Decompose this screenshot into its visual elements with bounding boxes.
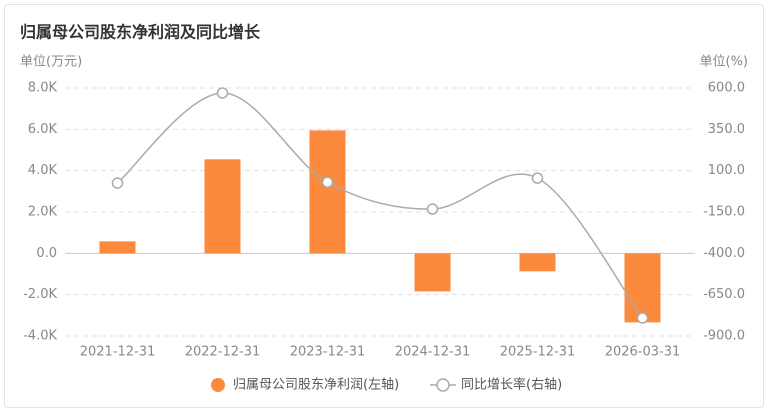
y2-tick-label: -900.0: [703, 329, 745, 344]
line: [117, 92, 644, 319]
x-tick-label: 2022-12-31: [185, 345, 261, 360]
x-tick-label: 2021-12-31: [80, 345, 156, 360]
bar: [309, 130, 346, 254]
line-point: [531, 172, 544, 184]
y2-tick-label: 600.0: [708, 81, 745, 96]
y-tick-label: 6.0K: [28, 122, 58, 137]
bar: [414, 253, 451, 292]
line-point: [216, 87, 229, 99]
line-point: [636, 312, 649, 324]
bar: [624, 253, 661, 323]
x-tick-label: 2024-12-31: [395, 345, 471, 360]
y2-tick-label: -400.0: [703, 246, 745, 261]
line-point: [426, 203, 439, 215]
y-tick-label: -2.0K: [23, 287, 57, 302]
legend-label: 同比增长率(右轴): [461, 377, 562, 393]
bar: [204, 159, 241, 254]
line-point: [321, 176, 334, 188]
y2-tick-label: 100.0: [708, 163, 745, 178]
y2-tick-label: 350.0: [708, 122, 745, 137]
x-tick-label: 2025-12-31: [500, 345, 576, 360]
chart-title: 归属母公司股东净利润及同比增长: [20, 23, 261, 42]
y2-unit: 单位(%): [700, 55, 749, 70]
line-point: [111, 177, 124, 189]
bar: [519, 253, 556, 272]
card: [4, 4, 764, 408]
y-tick-label: 8.0K: [28, 81, 58, 96]
legend-label: 归属母公司股东净利润(左轴): [233, 378, 399, 393]
legend-swatch: [211, 378, 225, 392]
y-tick-label: 4.0K: [28, 163, 58, 178]
y-unit: 单位(万元): [20, 55, 82, 70]
x-tick-label: 2023-12-31: [290, 345, 366, 360]
bar: [99, 241, 136, 254]
legend-swatch: [436, 378, 450, 392]
y-tick-label: -4.0K: [23, 329, 57, 344]
y2-tick-label: -150.0: [703, 205, 745, 220]
x-tick-label: 2026-03-31: [605, 345, 681, 360]
y2-tick-label: -650.0: [703, 287, 745, 302]
y-tick-label: 0.0: [36, 246, 57, 261]
y-tick-label: 2.0K: [28, 205, 58, 220]
